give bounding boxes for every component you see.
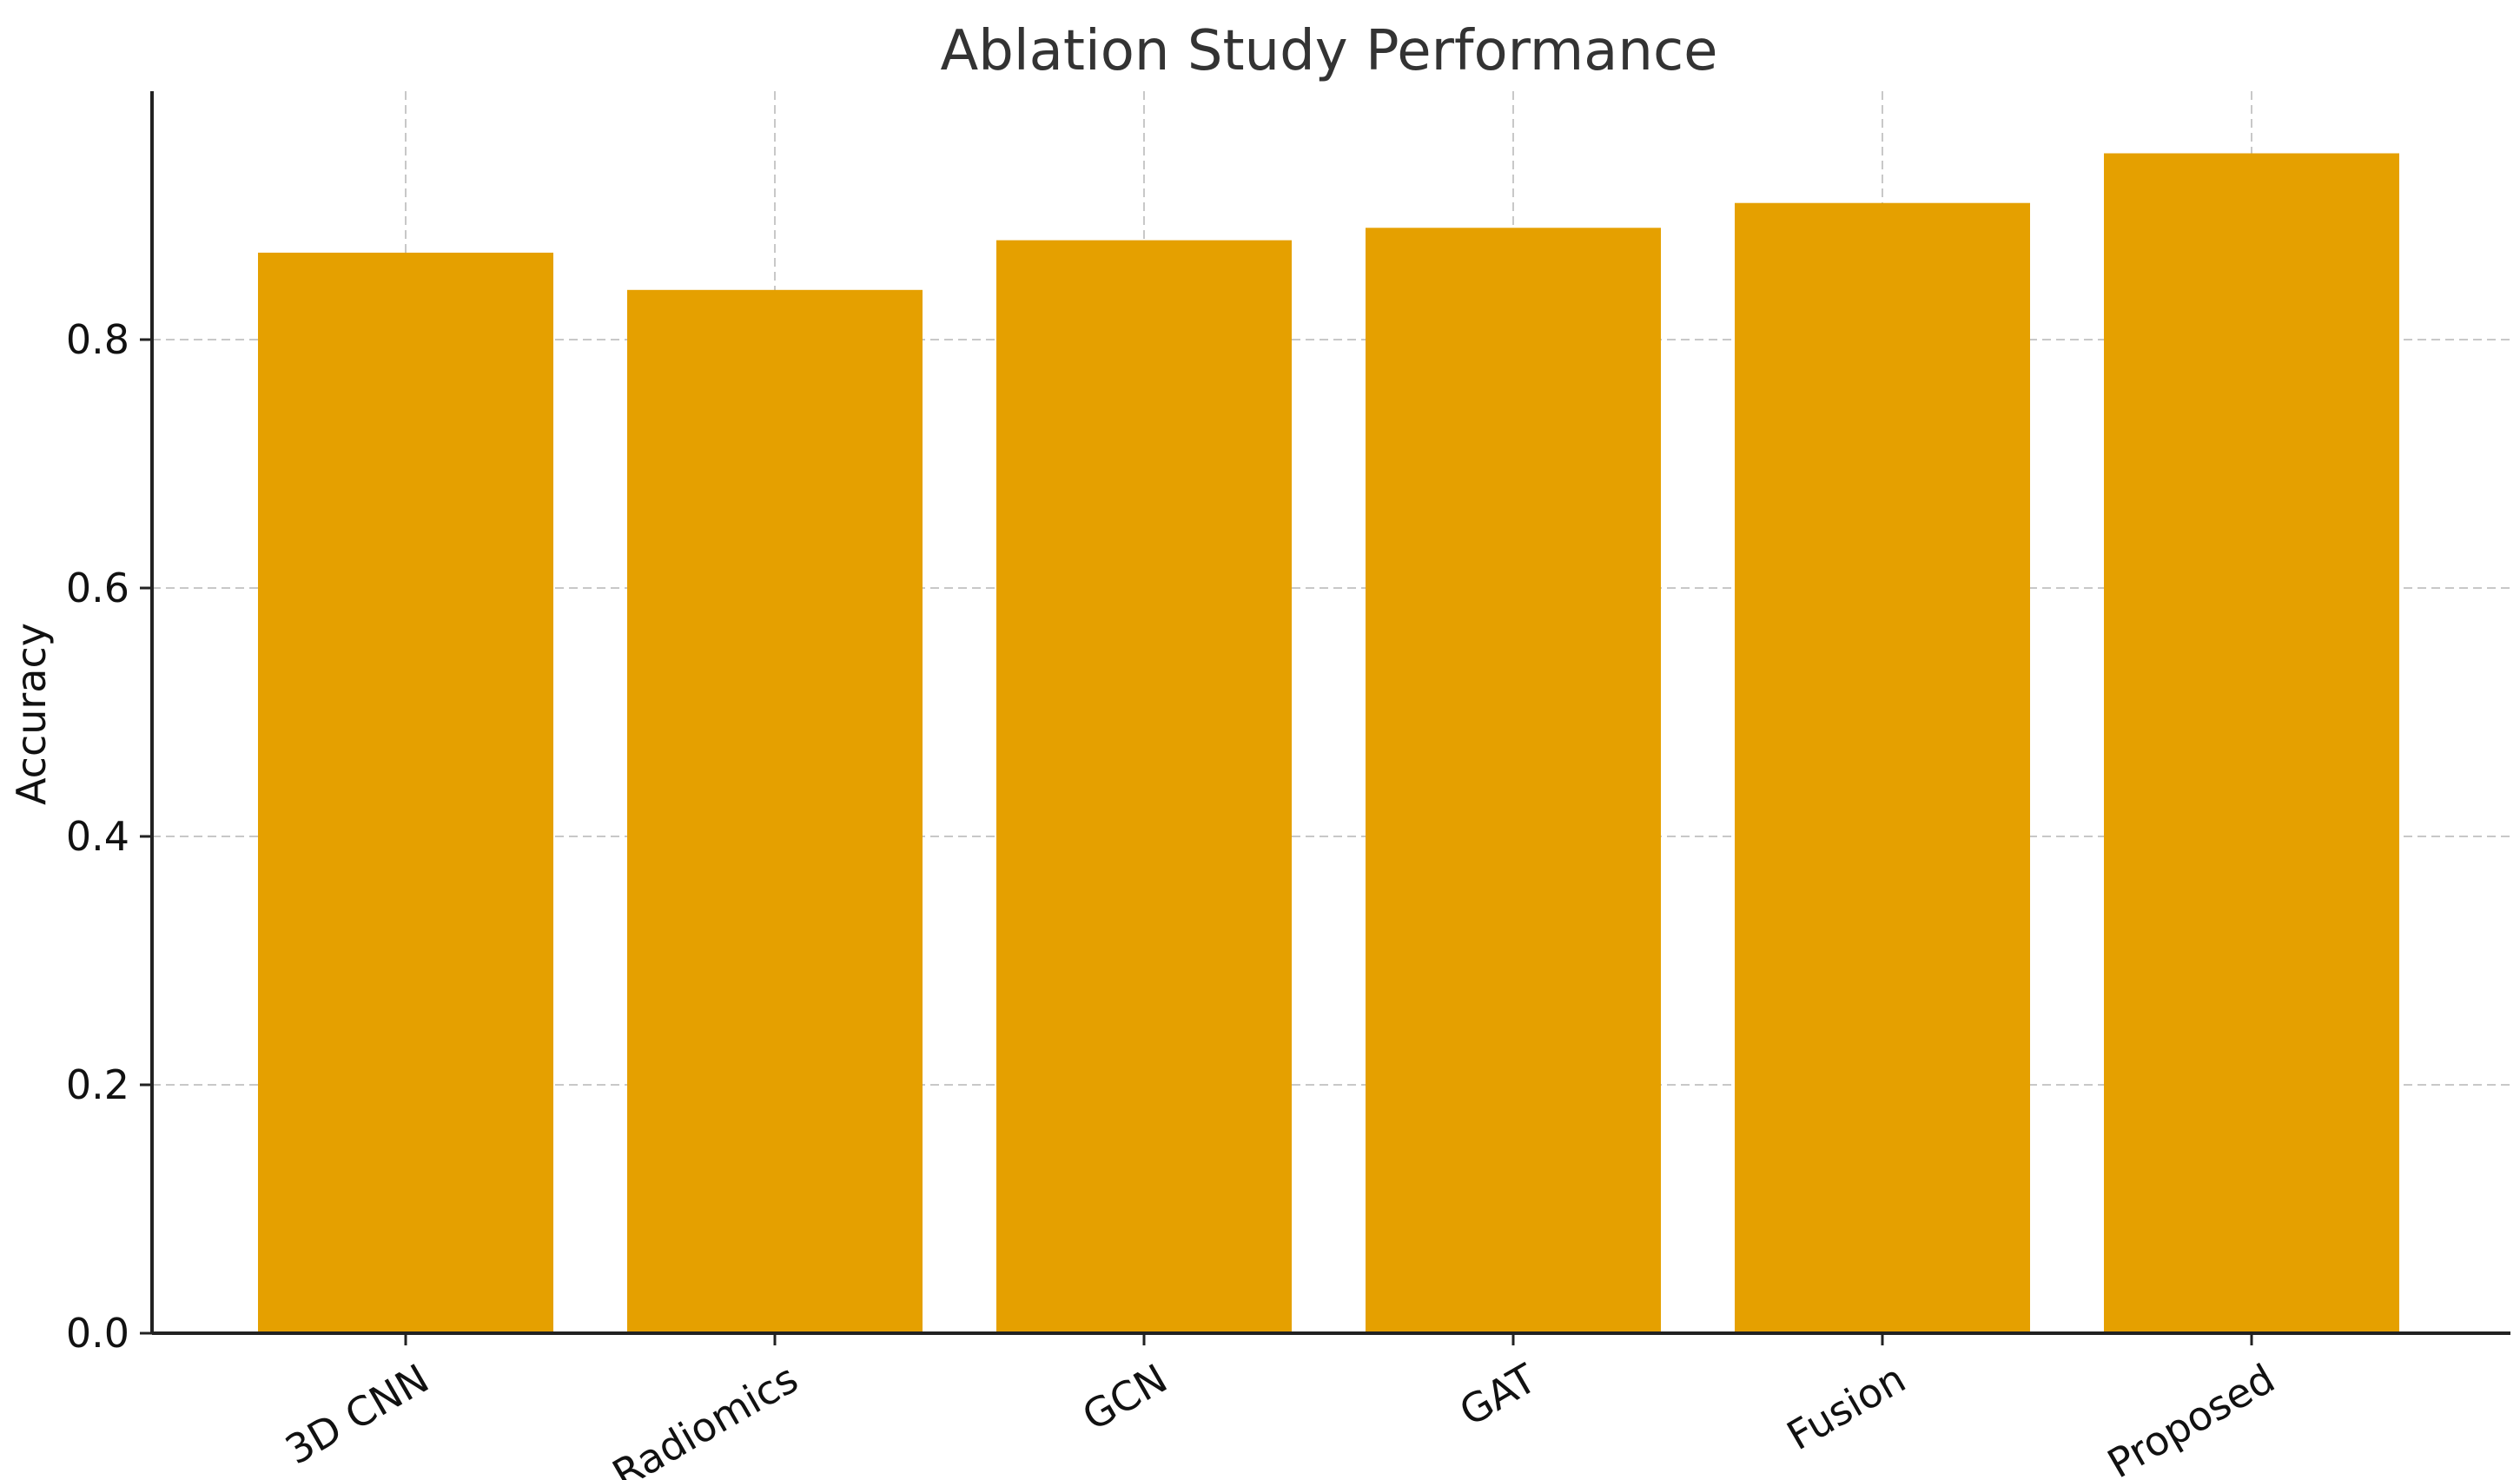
bar-3 bbox=[1366, 228, 1661, 1333]
chart-title: Ablation Study Performance bbox=[940, 19, 1717, 83]
x-tick-label-2: GCN bbox=[1075, 1355, 1174, 1440]
bar-1 bbox=[627, 289, 923, 1333]
x-tick-label-5: Proposed bbox=[2100, 1355, 2282, 1480]
axes-layer bbox=[150, 91, 2510, 1335]
bar-4 bbox=[1735, 202, 2030, 1334]
x-tick-label-0: 3D CNN bbox=[277, 1355, 436, 1474]
y-tick-label-3: 0.6 bbox=[66, 565, 129, 611]
y-tick-label-2: 0.4 bbox=[66, 813, 129, 860]
bar-2 bbox=[996, 240, 1292, 1334]
y-axis-label: Accuracy bbox=[8, 623, 55, 805]
x-tick-label-4: Fusion bbox=[1779, 1355, 1913, 1459]
x-tick-label-1: Radiomics bbox=[605, 1355, 805, 1480]
x-tick-label-3: GAT bbox=[1452, 1354, 1544, 1435]
bars-layer bbox=[258, 153, 2399, 1334]
bar-0 bbox=[258, 252, 553, 1333]
y-tick-label-1: 0.2 bbox=[66, 1061, 129, 1108]
y-tick-label-0: 0.0 bbox=[66, 1310, 129, 1357]
bar-5 bbox=[2104, 153, 2399, 1333]
y-tick-label-4: 0.8 bbox=[66, 316, 129, 363]
